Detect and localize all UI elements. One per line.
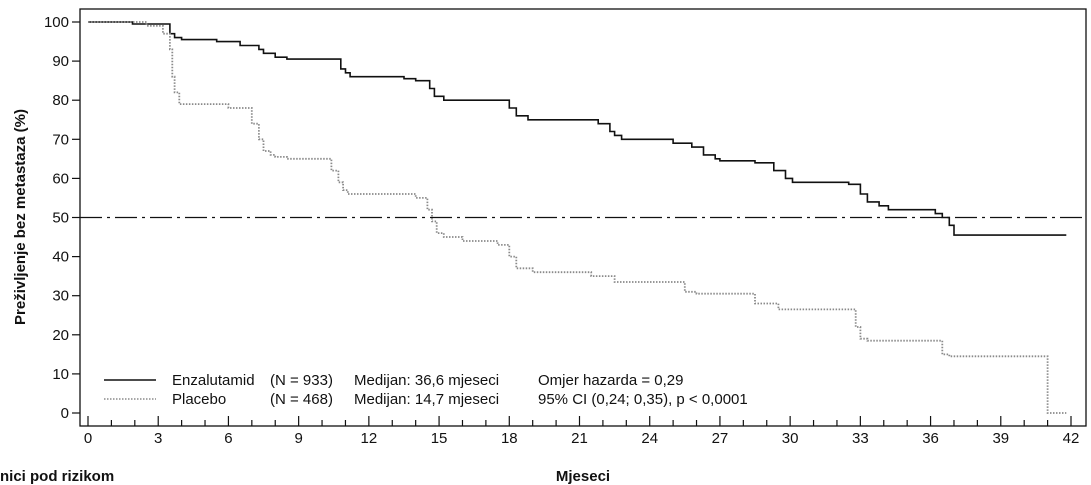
y-tick-label-10: 10	[52, 366, 69, 383]
y-tick-label-100: 100	[44, 14, 69, 31]
x-tick-label-33: 33	[852, 430, 869, 447]
x-tick-label-27: 27	[712, 430, 729, 447]
y-tick-label-60: 60	[52, 170, 69, 187]
x-tick-label-3: 3	[154, 430, 162, 447]
legend-n-enzalutamid: (N = 933)	[270, 372, 333, 389]
y-tick-label-80: 80	[52, 92, 69, 109]
x-tick-label-21: 21	[571, 430, 588, 447]
x-tick-label-6: 6	[224, 430, 232, 447]
x-axis-title: Mjeseci	[556, 468, 610, 485]
risk-table-heading: nici pod rizikom	[0, 468, 114, 485]
x-tick-label-39: 39	[992, 430, 1009, 447]
y-tick-label-70: 70	[52, 131, 69, 148]
legend-confidence-interval: 95% CI (0,24; 0,35), p < 0,0001	[538, 391, 748, 408]
series-line-enzalutamid	[88, 21, 1067, 236]
x-tick-label-18: 18	[501, 430, 518, 447]
x-tick-label-0: 0	[84, 430, 92, 447]
y-tick-label-30: 30	[52, 288, 69, 305]
y-axis: 0 10 20 30 40 50 60 70 80 90 100	[44, 14, 80, 422]
x-tick-label-42: 42	[1063, 430, 1080, 447]
x-tick-label-15: 15	[431, 430, 448, 447]
x-tick-label-9: 9	[294, 430, 302, 447]
y-tick-label-0: 0	[61, 405, 69, 422]
y-tick-label-40: 40	[52, 249, 69, 266]
series-layer	[88, 21, 1067, 414]
series-line-placebo	[88, 21, 1067, 414]
y-axis-title: Preživljenje bez metastaza (%)	[12, 109, 29, 325]
x-tick-label-24: 24	[641, 430, 658, 447]
legend-hazard-ratio: Omjer hazarda = 0,29	[538, 372, 684, 389]
x-tick-label-36: 36	[922, 430, 939, 447]
legend-median-enzalutamid: Medijan: 36,6 mjeseci	[354, 372, 499, 389]
legend-n-placebo: (N = 468)	[270, 391, 333, 408]
legend-series-name-placebo: Placebo	[172, 391, 226, 408]
x-tick-label-30: 30	[782, 430, 799, 447]
legend-median-placebo: Medijan: 14,7 mjeseci	[354, 391, 499, 408]
x-tick-label-12: 12	[361, 430, 378, 447]
y-tick-label-90: 90	[52, 53, 69, 70]
y-tick-label-50: 50	[52, 210, 69, 227]
legend-series-name-enzalutamid: Enzalutamid	[172, 372, 255, 389]
y-tick-label-20: 20	[52, 327, 69, 344]
legend: Enzalutamid (N = 933) Medijan: 36,6 mjes…	[104, 372, 748, 408]
x-axis: 0 3 6 9 12 15 18 21 24 27 30 33 36 39 42	[84, 416, 1080, 447]
